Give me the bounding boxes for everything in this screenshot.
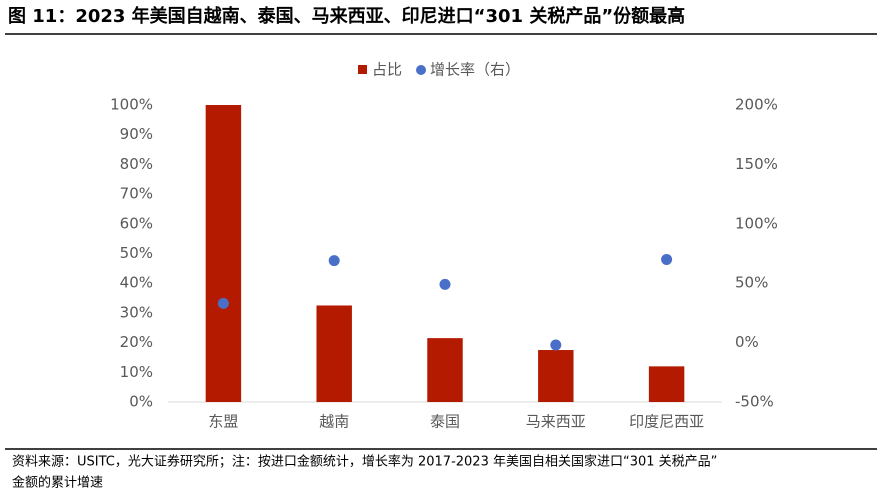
dot: [328, 255, 340, 267]
y-tick-label: 100%: [110, 96, 153, 114]
y2-tick-label: 100%: [735, 214, 778, 232]
y-tick-label: 50%: [120, 244, 153, 262]
legend-swatch: [358, 65, 367, 74]
bar: [205, 105, 242, 402]
y-tick-label: 30%: [120, 303, 153, 321]
source-note: 资料来源：USITC，光大证券研究所；注：按进口金额统计，增长率为 2017-2…: [12, 454, 717, 470]
y-tick-label: 70%: [120, 185, 153, 203]
y-tick-label: 10%: [120, 363, 153, 381]
x-tick-label: 印度尼西亚: [629, 413, 704, 431]
y2-tick-label: 200%: [735, 96, 778, 114]
bar: [427, 338, 463, 402]
y2-tick-label: 50%: [735, 274, 768, 292]
x-tick-label: 越南: [319, 413, 349, 431]
y2-tick-label: -50%: [735, 393, 774, 411]
y-tick-label: 40%: [120, 274, 153, 292]
source-note: 金额的累计增速: [12, 475, 103, 491]
dot: [550, 339, 562, 351]
bar: [538, 350, 574, 402]
dot: [439, 278, 451, 290]
y-tick-label: 0%: [129, 393, 153, 411]
y2-tick-label: 0%: [735, 333, 759, 351]
dot: [217, 297, 229, 309]
y-tick-label: 60%: [120, 214, 153, 232]
x-tick-label: 马来西亚: [526, 413, 586, 431]
chart-title: 图 11：2023 年美国自越南、泰国、马来西亚、印尼进口“301 关税产品”份…: [8, 5, 685, 27]
legend-label: 增长率（右）: [430, 61, 520, 79]
bar: [648, 366, 685, 402]
bar: [316, 305, 352, 402]
dot: [661, 253, 673, 265]
legend-swatch: [416, 65, 427, 75]
x-tick-label: 东盟: [208, 413, 238, 431]
y2-tick-label: 150%: [735, 155, 778, 173]
legend-label: 占比: [372, 61, 402, 79]
y-tick-label: 90%: [120, 125, 153, 143]
y-tick-label: 80%: [120, 155, 153, 173]
y-tick-label: 20%: [120, 333, 153, 351]
x-tick-label: 泰国: [430, 413, 460, 431]
